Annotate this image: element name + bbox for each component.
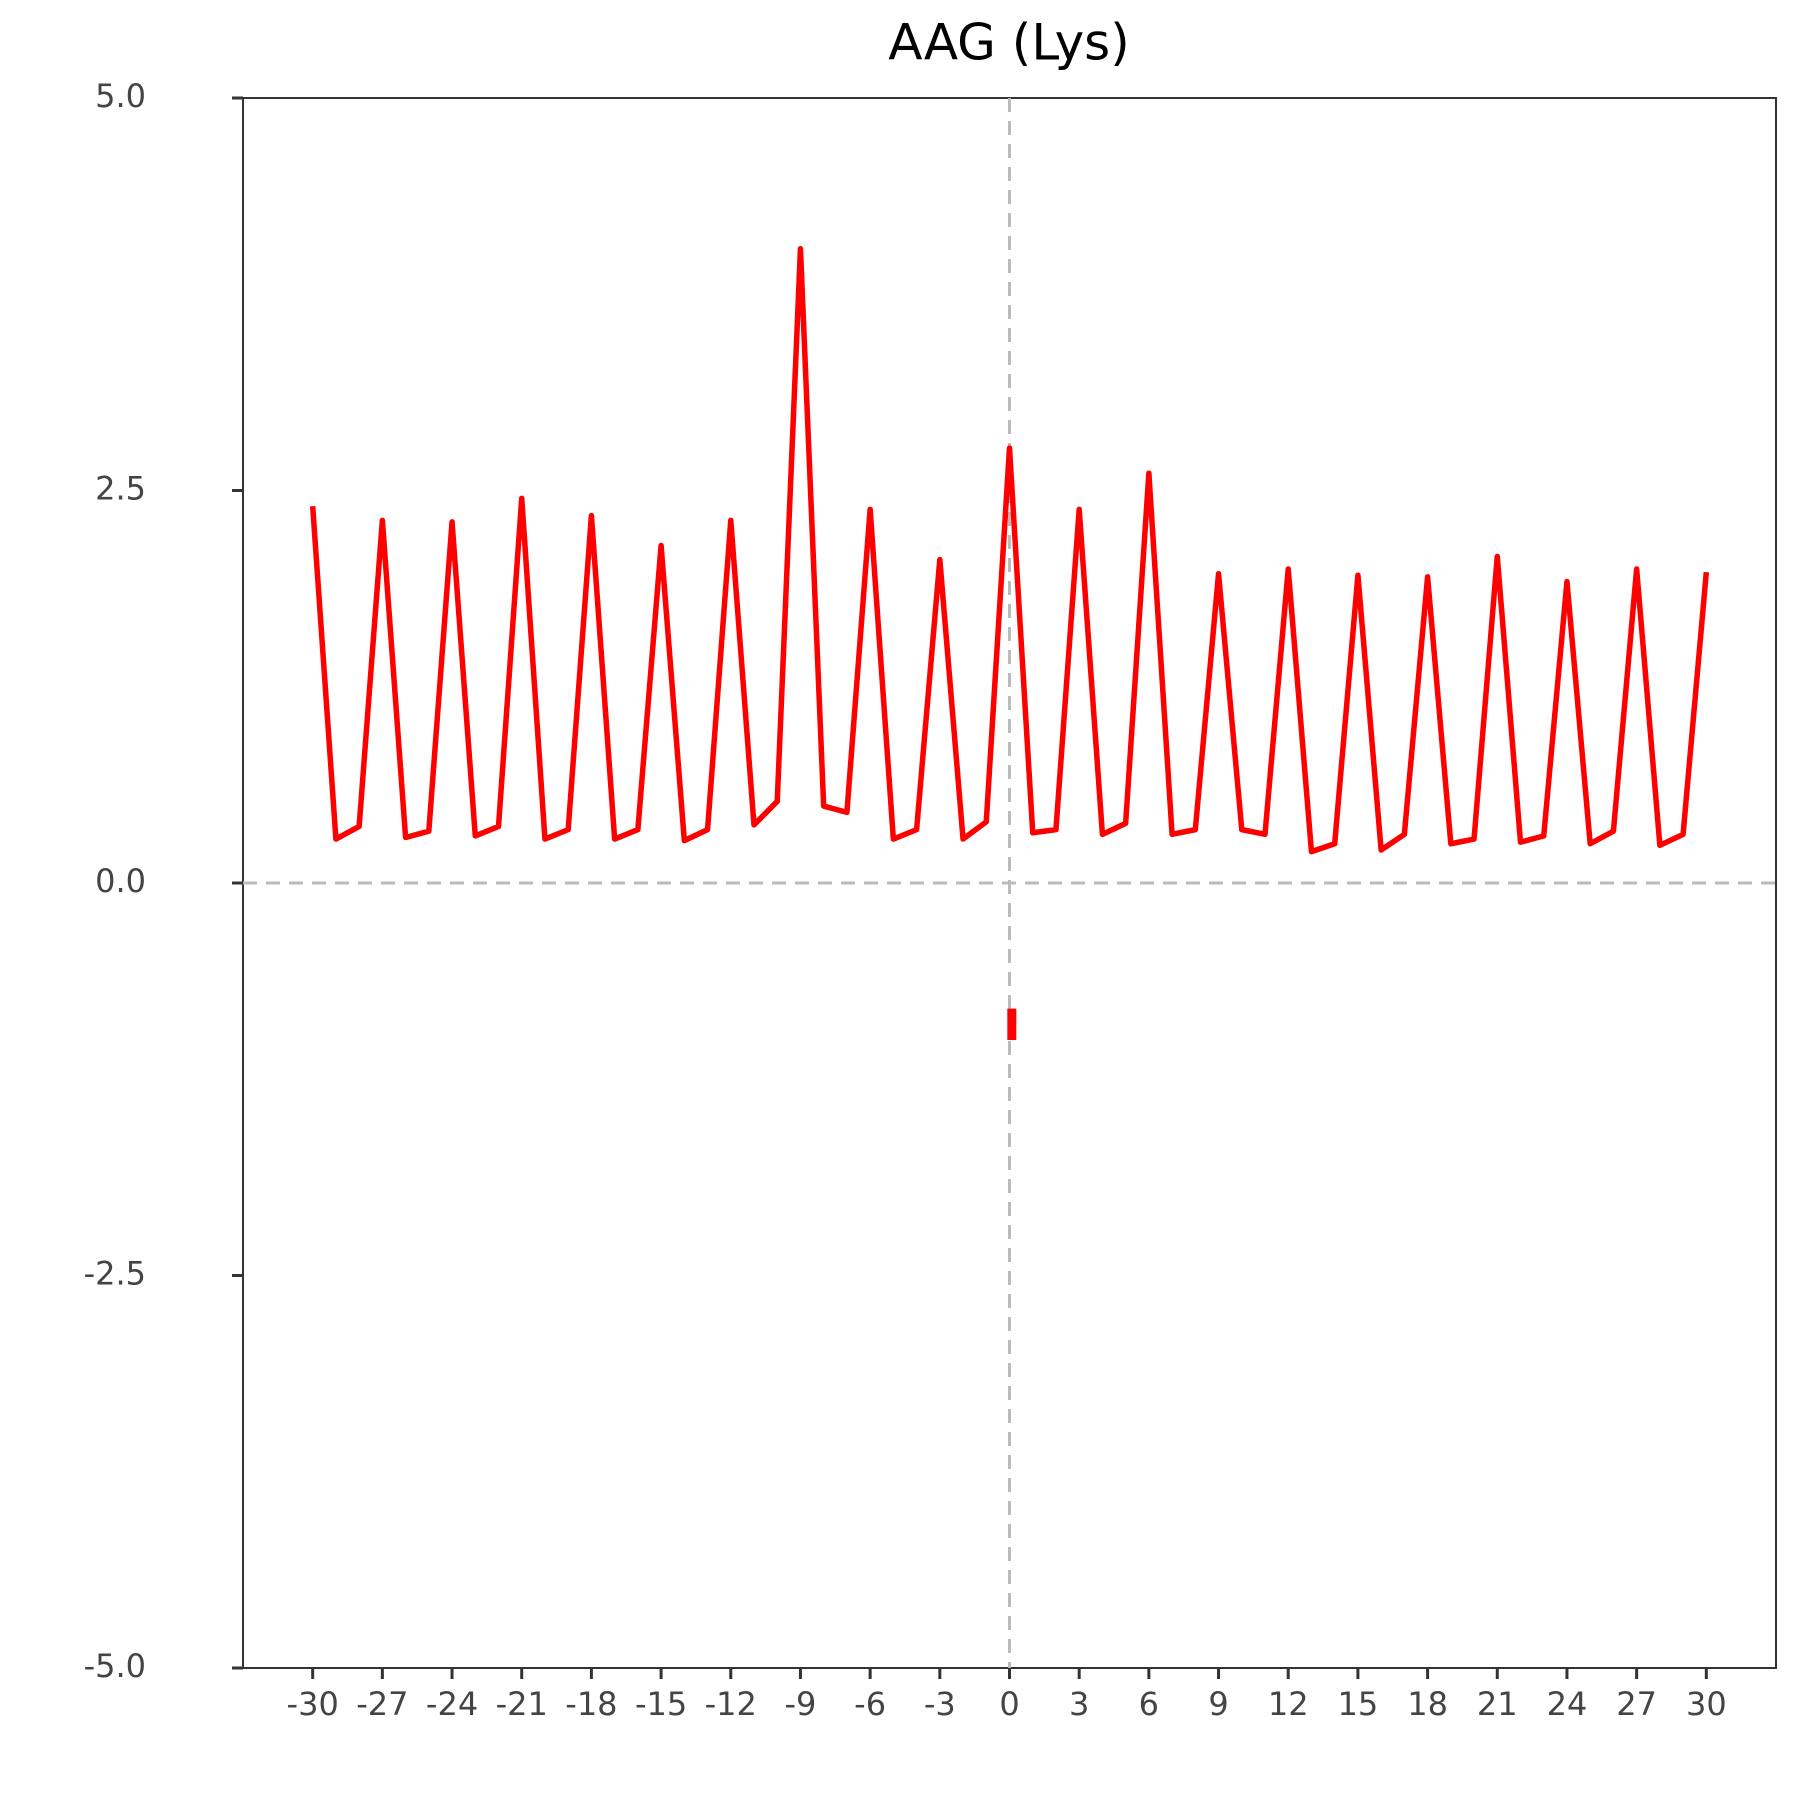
x-tick-label: -30 [287,1685,339,1723]
x-tick-label: -18 [565,1685,617,1723]
x-tick-label: 30 [1686,1685,1727,1723]
x-tick-label: 24 [1547,1685,1588,1723]
x-tick-label: 27 [1616,1685,1657,1723]
x-tick-label: 6 [1139,1685,1159,1723]
x-tick-label: -27 [356,1685,408,1723]
chart-title: AAG (Lys) [888,14,1129,72]
x-tick-label: -15 [635,1685,687,1723]
x-tick-label: 15 [1338,1685,1379,1723]
y-tick-label: 0.0 [95,862,146,900]
x-tick-label: -6 [854,1685,886,1723]
y-tick-label: 2.5 [95,470,146,508]
data-line [309,245,1710,855]
x-tick-label: 0 [999,1685,1019,1723]
y-tick-label: -2.5 [84,1255,146,1293]
x-tick-label: -3 [924,1685,956,1723]
x-tick-label: -21 [496,1685,548,1723]
x-tick-label: -9 [785,1685,817,1723]
x-tick-label: 21 [1477,1685,1518,1723]
y-tick-label: 5.0 [95,77,146,115]
x-tick-label: 9 [1208,1685,1228,1723]
x-tick-label: 18 [1407,1685,1448,1723]
x-tick-label: 12 [1268,1685,1309,1723]
x-tick-label: -12 [705,1685,757,1723]
x-tick-label: -24 [426,1685,478,1723]
x-tick-label: 3 [1069,1685,1089,1723]
y-tick-label: -5.0 [84,1647,146,1685]
